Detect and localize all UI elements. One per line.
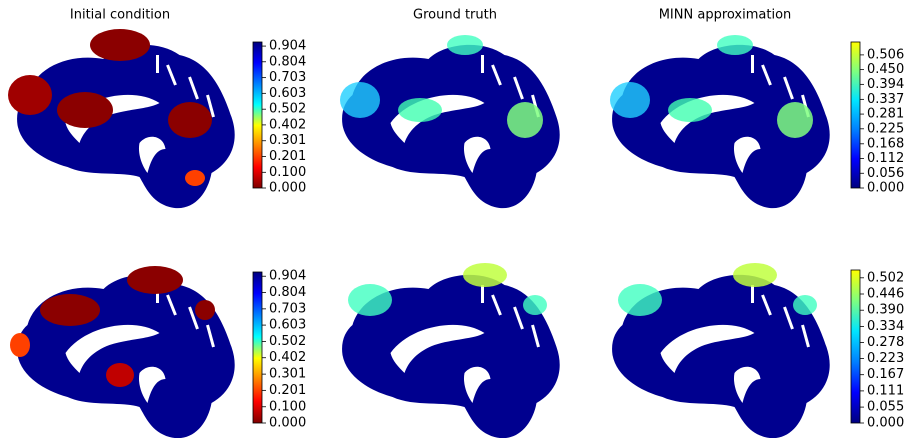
tick-label: 0.301 <box>269 367 306 382</box>
colorbar <box>850 269 861 424</box>
tick-label: 0.390 <box>867 303 904 318</box>
tick-label: 0.278 <box>867 335 904 350</box>
tick-label: 0.502 <box>269 334 306 349</box>
tick-label: 0.100 <box>269 399 306 414</box>
tick-label: 0.502 <box>867 270 904 285</box>
colorbar <box>252 271 263 424</box>
panel-title: Ground truth <box>413 8 497 23</box>
tick-label: 0.112 <box>867 151 904 166</box>
brain-panel <box>610 263 832 438</box>
tick-label: 0.000 <box>269 416 306 431</box>
tick-label: 0.100 <box>269 165 306 180</box>
tick-label: 0.394 <box>867 77 904 92</box>
tick-label: 0.056 <box>867 166 904 181</box>
tick-label: 0.225 <box>867 121 904 136</box>
tick-label: 0.402 <box>269 117 306 132</box>
brain-panel <box>10 266 237 438</box>
tick-label: 0.904 <box>269 269 306 284</box>
brain-panel <box>8 29 237 210</box>
colorbar <box>850 41 861 189</box>
tick-label: 0.703 <box>269 70 306 85</box>
tick-label: 0.055 <box>867 400 904 415</box>
tick-label: 0.603 <box>269 86 306 101</box>
panel-title: MINN approximation <box>659 8 792 23</box>
tick-label: 0.301 <box>269 133 306 148</box>
tick-label: 0.502 <box>269 102 306 117</box>
panel-title: Initial condition <box>70 8 170 23</box>
tick-label: 0.450 <box>867 62 904 77</box>
tick-label: 0.334 <box>867 319 904 334</box>
tick-label: 0.281 <box>867 107 904 122</box>
tick-label: 0.446 <box>867 287 904 302</box>
tick-label: 0.000 <box>269 181 306 196</box>
tick-label: 0.201 <box>269 383 306 398</box>
tick-label: 0.506 <box>867 47 904 62</box>
tick-label: 0.000 <box>867 416 904 431</box>
tick-label: 0.000 <box>867 181 904 196</box>
tick-label: 0.223 <box>867 351 904 366</box>
tick-label: 0.201 <box>269 149 306 164</box>
tick-label: 0.703 <box>269 301 306 316</box>
tick-label: 0.603 <box>269 318 306 333</box>
colorbar <box>252 41 263 189</box>
brain-panel <box>340 35 562 210</box>
tick-label: 0.804 <box>269 285 306 300</box>
tick-label: 0.402 <box>269 350 306 365</box>
brain-panel <box>610 35 832 210</box>
tick-label: 0.804 <box>269 54 306 69</box>
tick-label: 0.168 <box>867 136 904 151</box>
tick-label: 0.904 <box>269 39 306 54</box>
tick-label: 0.337 <box>867 92 904 107</box>
tick-label: 0.111 <box>867 383 904 398</box>
brain-panel <box>340 263 562 438</box>
tick-label: 0.167 <box>867 367 904 382</box>
